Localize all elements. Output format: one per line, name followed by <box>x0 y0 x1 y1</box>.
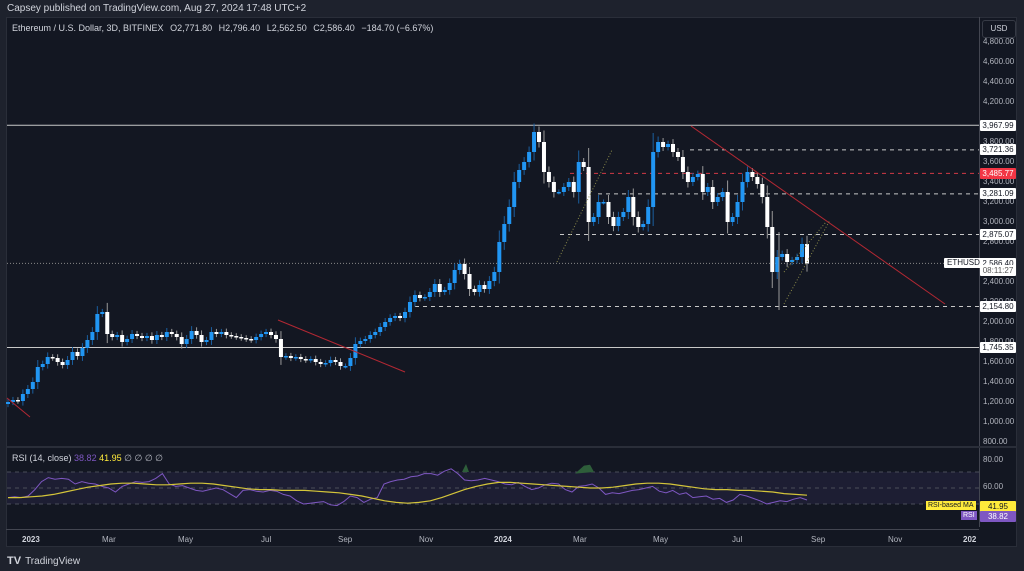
time-axis[interactable] <box>6 529 979 548</box>
tradingview-logo-icon: TV <box>7 555 22 567</box>
time-label: 202 <box>963 535 977 544</box>
rsi-legend: RSI (14, close) 38.82 41.95 ∅ ∅ ∅ ∅ <box>12 453 163 464</box>
rsi-tick-80: 80.00 <box>983 455 1004 464</box>
price-tick: 2,000.00 <box>983 317 1015 326</box>
ohlc-low: L2,562.50 <box>266 23 307 33</box>
price-level-tag: 3,721.36 <box>980 144 1016 156</box>
time-label: Nov <box>419 535 434 544</box>
rsi-value: 38.82 <box>74 453 97 463</box>
time-label: Mar <box>102 535 116 544</box>
price-tick: 4,800.00 <box>983 37 1015 46</box>
rsi-tick-60: 60.00 <box>983 482 1004 491</box>
price-level-tag: 1,745.35 <box>980 341 1016 353</box>
ohlc-close: C2,586.40 <box>313 23 355 33</box>
symbol-title: Ethereum / U.S. Dollar, 3D, BITFINEX <box>12 23 164 33</box>
price-tick: 800.00 <box>983 437 1008 446</box>
price-level-tag: 2,586.40 <box>980 257 1016 269</box>
price-level-tag: 2,154.80 <box>980 301 1016 313</box>
bar-countdown: 08:11:27 <box>980 265 1016 276</box>
time-label: May <box>178 535 194 544</box>
price-level-tag: 3,485.77 <box>980 167 1016 179</box>
time-label: Sep <box>338 535 353 544</box>
time-label: Jul <box>732 535 743 544</box>
chart-frame[interactable] <box>6 17 1017 547</box>
price-tick: 3,400.00 <box>983 177 1015 186</box>
price-axis[interactable] <box>979 17 1018 527</box>
brand-name: TradingView <box>25 555 81 567</box>
price-level-tag: 3,967.99 <box>980 119 1016 131</box>
ohlc-open: O2,771.80 <box>170 23 213 33</box>
price-level-tag: 2,875.07 <box>980 228 1016 240</box>
price-tick: 1,200.00 <box>983 397 1015 406</box>
rsi-ma-value: 41.95 <box>99 453 122 463</box>
price-tick: 4,400.00 <box>983 77 1015 86</box>
price-tick: 3,800.00 <box>983 137 1015 146</box>
time-label: Nov <box>888 535 903 544</box>
price-tick: 4,200.00 <box>983 97 1015 106</box>
price-tick: 1,400.00 <box>983 377 1015 386</box>
price-tick: 3,600.00 <box>983 157 1015 166</box>
price-tick: 1,000.00 <box>983 417 1015 426</box>
symbol-tag: ETHUSD <box>944 258 983 268</box>
rsi-ma-tag: 41.95 <box>980 501 1016 512</box>
publish-info: Capsey published on TradingView.com, Aug… <box>7 3 307 14</box>
time-label: 2023 <box>22 535 40 544</box>
price-tick: 1,600.00 <box>983 357 1015 366</box>
time-label: 2024 <box>494 535 512 544</box>
rsi-tag: 38.82 <box>980 511 1016 522</box>
time-label: Sep <box>811 535 826 544</box>
footer-brand: TV TradingView <box>7 555 80 567</box>
pane-separator[interactable] <box>6 446 1017 448</box>
rsi-ma-label: RSI-based MA <box>926 501 976 510</box>
currency-button[interactable]: USD <box>982 20 1016 38</box>
symbol-legend: Ethereum / U.S. Dollar, 3D, BITFINEX O2,… <box>12 23 437 33</box>
price-tick: 2,400.00 <box>983 277 1015 286</box>
price-level-tag: 3,281.09 <box>980 188 1016 200</box>
price-tick: 2,800.00 <box>983 237 1015 246</box>
price-tick: 1,800.00 <box>983 337 1014 346</box>
price-tick: 3,200.00 <box>983 197 1015 206</box>
price-tick: 3,000.00 <box>983 217 1015 226</box>
time-label: May <box>653 535 669 544</box>
ohlc-high: H2,796.40 <box>218 23 261 33</box>
time-label: Jul <box>261 535 272 544</box>
rsi-flags: ∅ ∅ ∅ ∅ <box>124 453 164 463</box>
rsi-label: RSI <box>961 511 977 520</box>
price-tick: 4,600.00 <box>983 57 1015 66</box>
ohlc-change: −184.70 (−6.67%) <box>361 23 434 33</box>
time-label: Mar <box>573 535 587 544</box>
rsi-title: RSI (14, close) <box>12 453 72 463</box>
